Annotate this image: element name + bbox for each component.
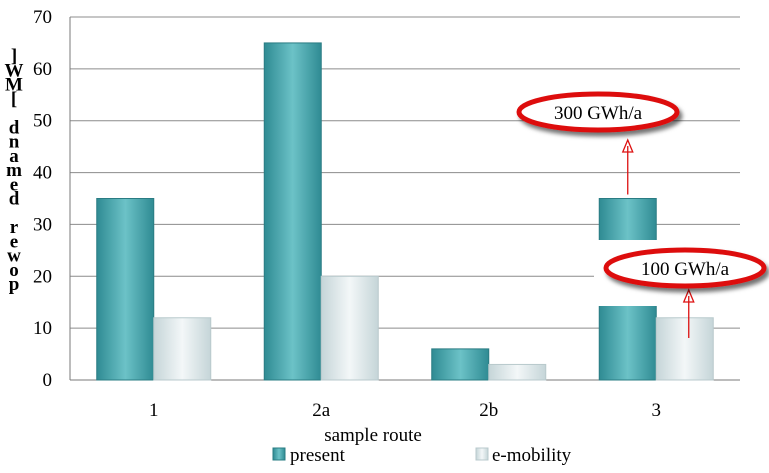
bar-e-mobility-2a <box>320 275 379 381</box>
bar-e-mobility-2b <box>488 363 547 381</box>
y-tick-label: 20 <box>33 266 52 287</box>
y-axis-title-char: e <box>10 174 18 195</box>
bar-e-mobility-3 <box>655 317 714 381</box>
legend-swatch-e-mobility <box>475 447 489 461</box>
legend-swatch-present <box>272 447 286 461</box>
y-tick-label: 30 <box>33 214 52 235</box>
y-axis-title-char: n <box>9 132 20 153</box>
y-axis-title-char: d <box>9 189 20 210</box>
bars <box>96 42 714 381</box>
y-tick-label: 10 <box>33 318 52 339</box>
bar-present-1 <box>96 198 155 381</box>
annotation-100-gwh: 100 GWh/a <box>594 240 769 338</box>
annotation-ellipse <box>516 91 680 133</box>
y-axis-title-char: m <box>6 160 22 181</box>
x-tick-label: 2b <box>479 400 498 421</box>
annotations: 300 GWh/a 100 GWh/a <box>516 91 769 338</box>
legend-label-e-mobility: e-mobility <box>492 445 572 466</box>
y-tick-label: 50 <box>33 111 52 132</box>
y-axis-title-char: p <box>9 274 20 295</box>
y-tick-label: 40 <box>33 163 52 184</box>
bar-e-mobility-1 <box>153 317 212 381</box>
y-tick-labels: 0 10 20 30 40 50 60 70 <box>33 7 52 391</box>
annotation-300-gwh: 300 GWh/a <box>516 91 680 195</box>
y-tick-label: 0 <box>43 370 53 391</box>
annotation-arrowhead <box>621 138 634 153</box>
y-axis-title-char: e <box>10 231 18 252</box>
x-axis-title: sample route <box>324 425 422 446</box>
y-axis-title-char: r <box>10 217 19 238</box>
y-axis-title-char: W <box>5 60 24 81</box>
y-axis-title-char: a <box>9 146 19 167</box>
y-axis-title-char: o <box>9 260 19 281</box>
annotation-ellipse <box>603 247 767 289</box>
y-axis-title-char: M <box>5 75 23 96</box>
legend: present e-mobility <box>272 445 572 466</box>
x-tick-labels: 1 2a 2b 3 <box>149 400 661 421</box>
y-axis-title-char: w <box>7 246 21 267</box>
y-axis-title-char: [ <box>11 89 17 110</box>
annotation-arrowhead <box>682 288 695 303</box>
y-tick-label: 70 <box>33 7 52 28</box>
y-tick-label: 60 <box>33 59 52 80</box>
bar-present-2b <box>431 348 490 381</box>
x-tick-label: 2a <box>312 400 331 421</box>
annotation-label: 300 GWh/a <box>554 103 643 124</box>
y-axis-title-char: d <box>9 117 20 138</box>
legend-label-present: present <box>290 445 346 466</box>
x-tick-label: 3 <box>652 400 662 421</box>
x-tick-label: 1 <box>149 400 159 421</box>
y-axis-title-char: ] <box>11 46 17 67</box>
annotation-label: 100 GWh/a <box>641 259 730 280</box>
bar-present-2a <box>263 42 322 381</box>
